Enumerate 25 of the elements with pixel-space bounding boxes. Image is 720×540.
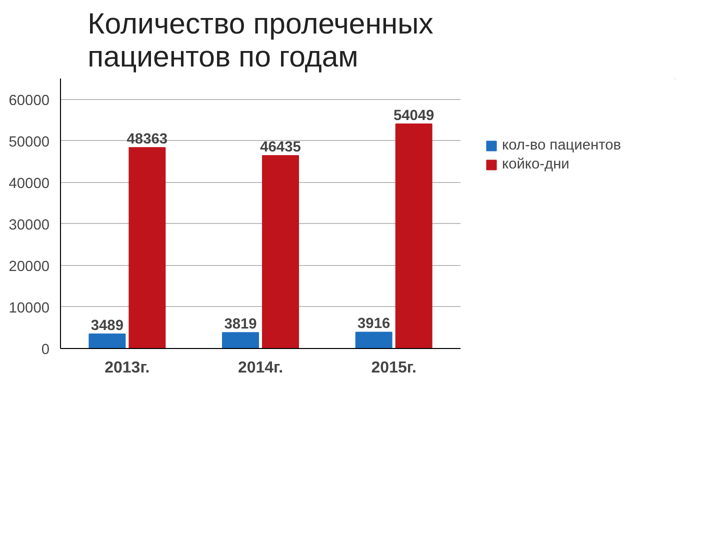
bar	[222, 332, 259, 348]
data-label: 3489	[90, 318, 124, 334]
bar	[128, 147, 166, 348]
data-label: 48363	[126, 132, 168, 148]
data-label: 46435	[260, 140, 301, 156]
bar	[88, 334, 126, 348]
y-tick-label: 10000	[8, 300, 50, 316]
bar	[355, 332, 392, 348]
data-label: 54049	[393, 108, 434, 124]
chart-title: Количество пролеченных пациентов по годам	[88, 8, 434, 74]
x-tick-label: 2015г.	[371, 360, 416, 376]
x-tick-label: 2013г.	[104, 360, 150, 376]
y-tick-label: 20000	[8, 258, 50, 275]
data-label: 3916	[358, 316, 390, 332]
y-tick-label: 50000	[8, 134, 50, 150]
y-tick-label: 30000	[8, 217, 50, 234]
data-label: 3819	[224, 316, 257, 333]
bar	[262, 155, 299, 348]
legend-label: кол-во пациентов	[502, 137, 622, 154]
y-tick-label: 60000	[8, 92, 50, 109]
y-tick-label: 40000	[8, 176, 50, 192]
bar	[395, 123, 432, 348]
x-tick-label: 2014г.	[238, 360, 284, 376]
y-tick-label: 0	[41, 342, 50, 358]
legend-label: койко-дни	[502, 156, 570, 172]
